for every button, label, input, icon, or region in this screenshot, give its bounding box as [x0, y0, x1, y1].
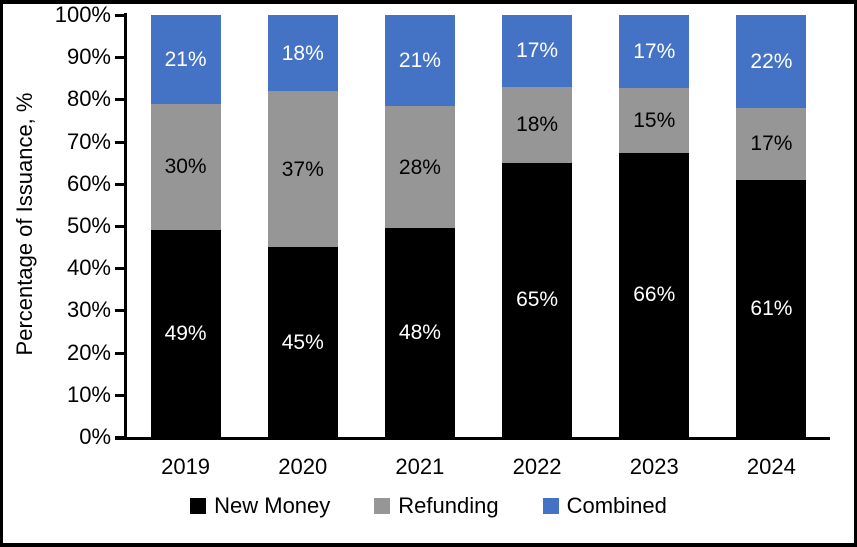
data-label: 21%	[398, 49, 441, 73]
legend-item-combined: Combined	[542, 493, 667, 519]
bar-segment-refunding: 17%	[736, 107, 807, 180]
y-tick-label: 0%	[79, 424, 111, 449]
y-axis-line	[124, 13, 127, 440]
data-label: 18%	[281, 41, 324, 65]
data-label: 45%	[281, 330, 324, 354]
y-tick-mark	[115, 309, 124, 313]
y-tick-label: 100%	[54, 2, 111, 27]
bar-segment-combined: 21%	[150, 15, 221, 104]
plot-area: 49% 30% 21% 45% 37% 18% 48% 28% 21% 65% 18% 17% 66% 1…	[127, 15, 830, 437]
y-tick-mark	[115, 14, 124, 17]
bar-segment-combined: 21%	[384, 15, 455, 107]
legend-item-new-money: New Money	[190, 493, 330, 519]
bar-segment-refunding: 30%	[150, 103, 221, 231]
y-tick-label: 40%	[66, 255, 111, 281]
stacked-bar-2024: 61% 17% 22%	[736, 15, 807, 437]
x-axis-line	[115, 437, 830, 440]
legend-label: Combined	[566, 493, 667, 518]
x-category-label: 2019	[161, 454, 211, 479]
data-label: 21%	[164, 47, 207, 71]
y-tick-mark	[115, 351, 124, 355]
legend-swatch-icon	[542, 498, 559, 514]
data-label: 65%	[516, 288, 559, 312]
legend-label: Refunding	[398, 493, 499, 518]
legend-item-refunding: Refunding	[374, 493, 499, 519]
y-tick-mark	[115, 393, 124, 397]
data-label: 22%	[750, 49, 793, 73]
chart-legend: New Money Refunding Combined	[3, 493, 854, 519]
y-tick-label: 30%	[66, 297, 111, 323]
bar-segment-refunding: 18%	[502, 86, 573, 163]
stacked-bar-2019: 49% 30% 21%	[150, 15, 221, 437]
y-tick-label: 10%	[66, 381, 111, 407]
data-label: 17%	[633, 40, 676, 64]
y-tick-mark	[115, 267, 124, 271]
y-tick-mark	[115, 140, 124, 144]
bar-segment-combined: 22%	[736, 15, 807, 108]
x-category-label: 2020	[278, 454, 328, 479]
y-tick-mark	[115, 56, 124, 60]
data-label: 61%	[750, 296, 793, 320]
data-label: 30%	[164, 155, 207, 179]
x-category-label: 2024	[746, 454, 796, 479]
data-label: 18%	[516, 113, 559, 137]
x-category-label: 2021	[395, 454, 445, 479]
bar-segment-new-money: 45%	[267, 247, 338, 437]
legend-label: New Money	[214, 493, 331, 518]
stacked-bar-2020: 45% 37% 18%	[267, 15, 338, 437]
data-label: 49%	[164, 322, 207, 346]
y-tick-label: 90%	[66, 44, 111, 70]
bar-segment-combined: 17%	[619, 15, 690, 89]
y-tick-mark	[115, 182, 124, 186]
y-tick-mark	[115, 98, 124, 102]
bar-segment-combined: 17%	[502, 15, 573, 87]
stacked-bar-2023: 66% 15% 17%	[619, 15, 690, 437]
bar-segment-new-money: 65%	[502, 162, 573, 437]
stacked-bar-2022: 65% 18% 17%	[502, 15, 573, 437]
stacked-bar-2021: 48% 28% 21%	[384, 15, 455, 437]
legend-swatch-icon	[374, 498, 391, 514]
y-tick-label: 50%	[66, 213, 111, 238]
bar-segment-new-money: 49%	[150, 230, 221, 437]
data-label: 28%	[398, 155, 441, 179]
data-label: 17%	[516, 39, 559, 63]
bar-segment-new-money: 66%	[619, 152, 690, 437]
y-tick-label: 80%	[66, 86, 111, 112]
data-label: 37%	[281, 157, 324, 181]
bar-segment-new-money: 61%	[736, 179, 807, 437]
data-label: 48%	[398, 321, 441, 345]
legend-swatch-icon	[190, 498, 207, 514]
bar-segment-refunding: 37%	[267, 90, 338, 248]
y-tick-label: 20%	[66, 339, 111, 365]
bar-segment-new-money: 48%	[384, 228, 455, 437]
bar-segment-refunding: 28%	[384, 106, 455, 229]
data-label: 66%	[633, 283, 676, 307]
y-tick-label: 60%	[66, 170, 111, 196]
bar-segment-combined: 18%	[267, 15, 338, 91]
data-label: 17%	[750, 132, 793, 156]
y-tick-mark	[115, 225, 124, 228]
x-category-label: 2022	[512, 454, 562, 479]
y-tick-label: 70%	[66, 128, 111, 154]
data-label: 15%	[633, 109, 676, 132]
x-category-label: 2023	[629, 454, 679, 479]
bar-segment-refunding: 15%	[619, 88, 690, 153]
